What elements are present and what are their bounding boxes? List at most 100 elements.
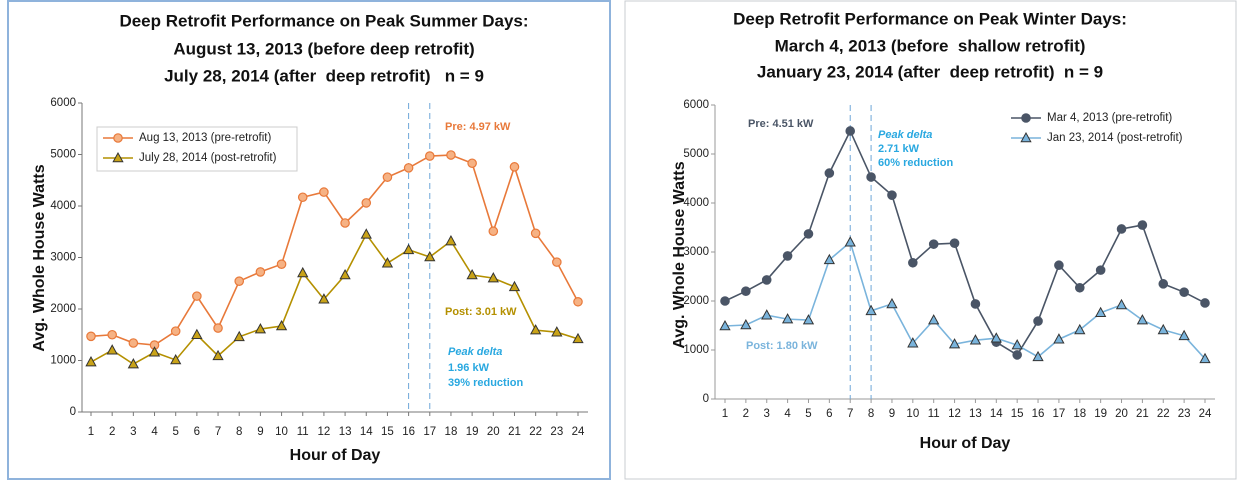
x-tick-label: 13: [339, 426, 352, 438]
y-tick-label: 1000: [683, 344, 709, 356]
data-point: [949, 238, 960, 248]
data-point: [969, 334, 982, 345]
annotation: Pre: 4.97 kW: [445, 121, 511, 133]
x-tick-label: 12: [948, 408, 961, 420]
data-point: [887, 190, 897, 200]
data-point: [297, 192, 308, 203]
data-point: [128, 338, 139, 348]
x-tick-label: 6: [826, 408, 832, 420]
y-axis-label: Avg. Whole House Watts: [671, 161, 688, 348]
data-point: [1074, 282, 1085, 293]
annotation: 39% reduction: [448, 377, 523, 389]
chart-title: Deep Retrofit Performance on Peak Winter…: [733, 9, 1127, 28]
data-point: [990, 332, 1002, 343]
data-point: [551, 326, 563, 337]
annotation: Pre: 4.51 kW: [748, 118, 814, 130]
chart-title: August 13, 2013 (before deep retrofit): [173, 39, 474, 58]
data-point: [234, 276, 245, 286]
x-tick-label: 7: [215, 426, 221, 438]
x-tick-label: 22: [529, 426, 542, 438]
data-point: [1157, 323, 1169, 335]
data-point: [1011, 339, 1023, 350]
data-point: [424, 151, 435, 161]
x-axis-label: Hour of Day: [920, 435, 1011, 452]
data-point: [1158, 279, 1169, 289]
x-tick-label: 1: [722, 408, 728, 420]
chart-title: Deep Retrofit Performance on Peak Summer…: [119, 11, 528, 30]
data-point: [1012, 350, 1022, 360]
data-point: [530, 228, 541, 239]
left-panel: [7, 0, 611, 480]
data-point: [1178, 329, 1190, 341]
x-tick-label: 19: [1094, 408, 1107, 420]
y-tick-label: 4000: [683, 197, 709, 209]
data-point: [382, 172, 393, 182]
data-point: [865, 304, 877, 316]
data-point: [719, 319, 731, 331]
x-tick-label: 8: [236, 426, 242, 438]
x-tick-label: 20: [487, 426, 500, 438]
data-point: [824, 168, 835, 178]
data-point: [1115, 298, 1128, 310]
legend-marker: [1021, 113, 1031, 123]
x-tick-label: 4: [151, 426, 158, 438]
x-tick-label: 5: [172, 426, 178, 438]
data-point: [1095, 306, 1107, 318]
x-tick-label: 16: [1032, 408, 1045, 420]
data-point: [509, 162, 520, 172]
x-axis-label: Hour of Day: [290, 447, 381, 464]
x-tick-label: 4: [784, 408, 791, 420]
data-point: [403, 163, 414, 173]
x-tick-label: 3: [764, 408, 770, 420]
x-tick-label: 5: [805, 408, 811, 420]
annotation: Peak delta: [878, 129, 932, 141]
x-tick-label: 14: [990, 408, 1003, 420]
y-tick-label: 5000: [683, 148, 709, 160]
x-tick-label: 21: [1136, 408, 1149, 420]
data-point: [424, 250, 436, 262]
data-point: [255, 267, 266, 277]
chart-title: July 28, 2014 (after deep retrofit) n = …: [164, 66, 484, 85]
legend-box: [96, 126, 298, 172]
x-tick-label: 11: [297, 426, 309, 438]
data-point: [233, 330, 245, 342]
data-point: [1054, 260, 1064, 271]
data-point: [928, 239, 939, 249]
x-tick-label: 2: [109, 426, 115, 438]
data-point: [530, 324, 542, 335]
x-tick-label: 19: [466, 426, 479, 438]
x-tick-label: 13: [969, 408, 982, 420]
x-tick-label: 8: [868, 408, 874, 420]
x-tick-label: 14: [360, 426, 373, 438]
data-point: [275, 319, 288, 331]
x-tick-label: 24: [572, 426, 585, 438]
y-tick-label: 3000: [683, 246, 709, 258]
legend-label: Jan 23, 2014 (post-retrofit): [1047, 132, 1183, 144]
data-point: [1200, 298, 1210, 308]
chart-title: March 4, 2013 (before shallow retrofit): [775, 36, 1086, 55]
legend-marker: [113, 133, 123, 143]
x-tick-label: 15: [1011, 408, 1024, 420]
data-point: [740, 318, 752, 330]
data-point: [254, 323, 267, 334]
data-point: [446, 150, 456, 160]
y-axis-label: Avg. Whole House Watts: [31, 164, 48, 351]
data-point: [866, 172, 876, 182]
data-point: [148, 346, 161, 357]
data-point: [319, 187, 329, 197]
data-point: [467, 158, 477, 169]
annotation: Peak delta: [448, 346, 502, 358]
data-point: [297, 266, 309, 278]
annotation: 2.71 kW: [878, 143, 920, 155]
data-point: [782, 251, 793, 261]
data-point: [1116, 224, 1127, 234]
x-tick-label: 23: [550, 426, 563, 438]
data-point: [361, 198, 372, 208]
data-point: [1199, 352, 1211, 364]
data-point: [781, 313, 794, 324]
annotation: 1.96 kW: [448, 362, 490, 374]
data-point: [720, 296, 730, 306]
data-point: [823, 253, 835, 265]
data-point: [466, 268, 478, 280]
legend-marker: [1020, 131, 1032, 143]
